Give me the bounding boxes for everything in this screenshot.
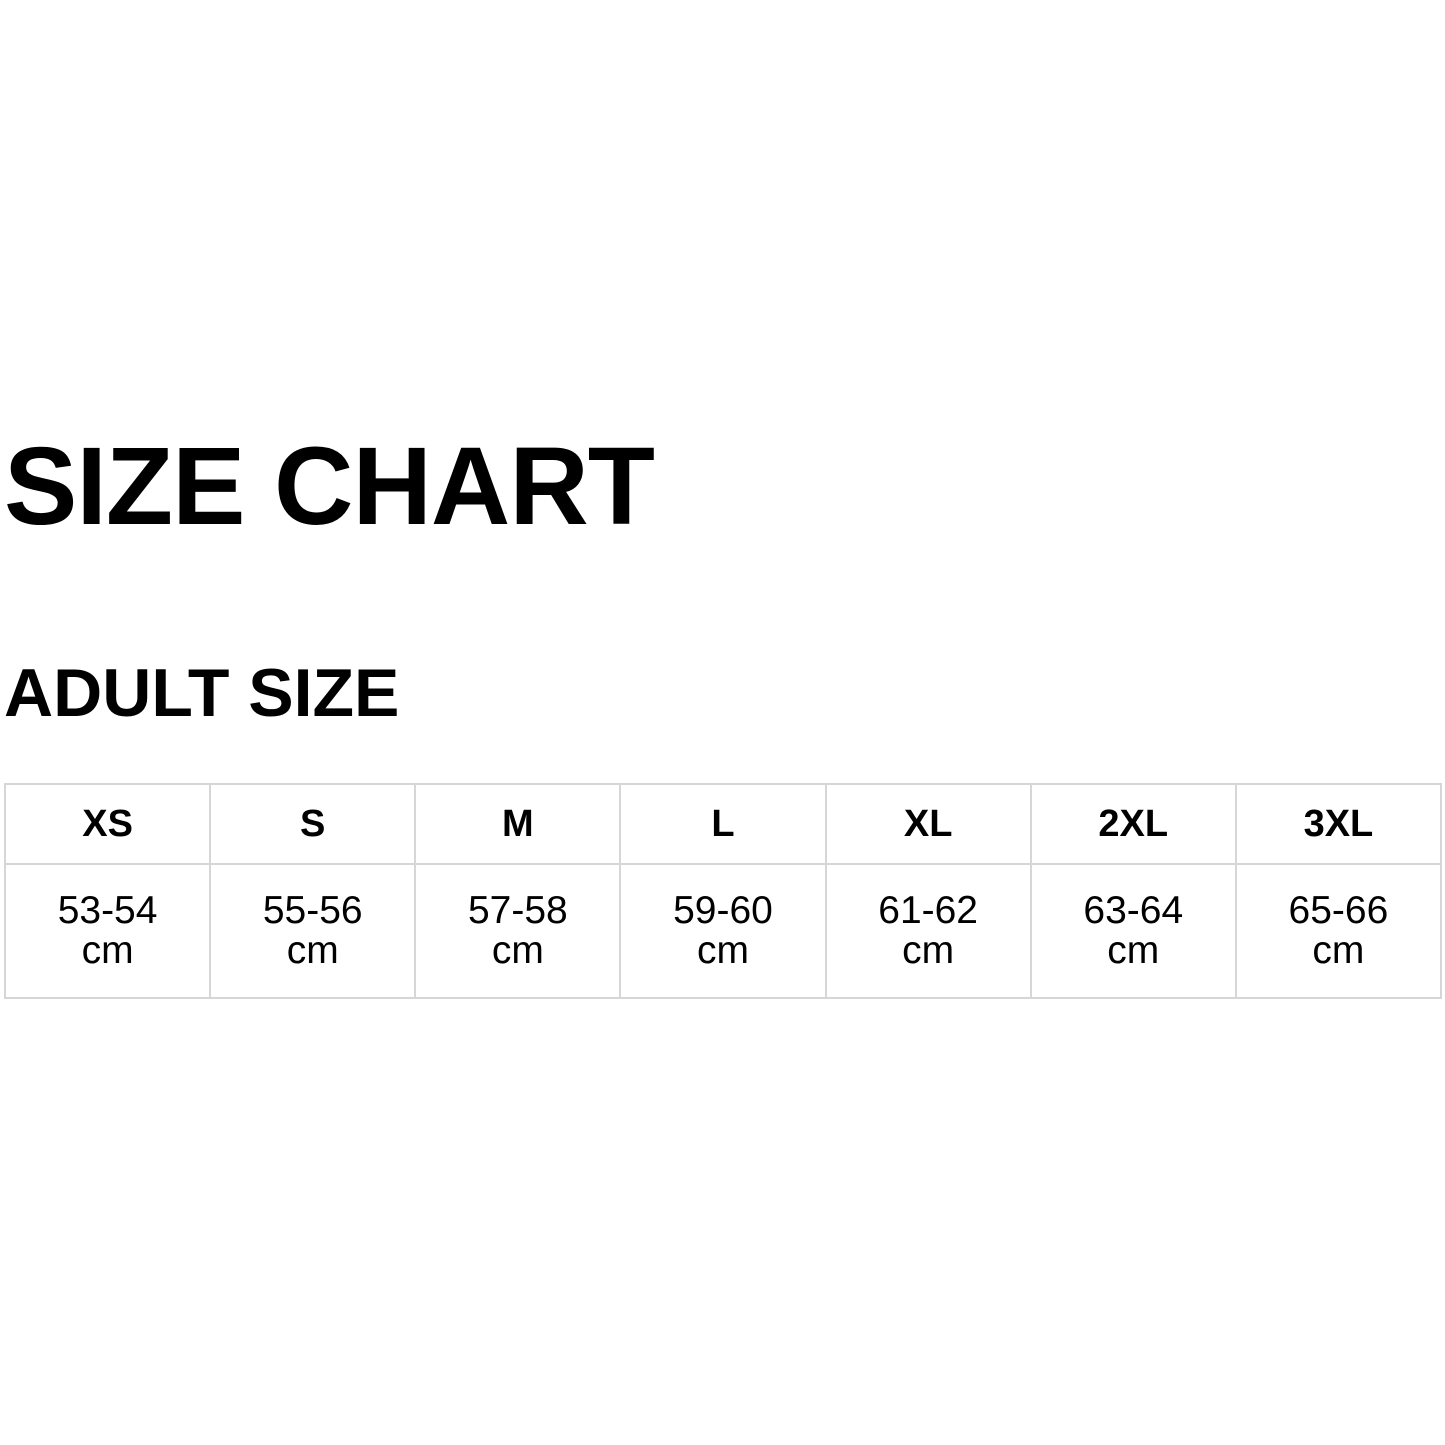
size-range: 57-58 (467, 889, 568, 932)
size-header-xs: XS (3, 783, 212, 865)
header-row: XS S M L XL 2XL 3XL (3, 783, 1443, 865)
size-cell-xs: 53-54 cm (3, 863, 212, 999)
size-range: 61-62 (878, 889, 978, 932)
size-unit: cm (696, 929, 749, 972)
size-range: 59-60 (673, 889, 773, 932)
section-title: ADULT SIZE (4, 655, 400, 731)
size-cell-l: 59-60 cm (619, 863, 827, 999)
table-row: 53-54 cm 55-56 cm 57-58 cm 59-60 cm 61-62 cm 63-64… (3, 863, 1443, 999)
size-header-m: M (414, 783, 622, 865)
size-cell-2xl: 63-64 cm (1029, 863, 1237, 999)
page-title: SIZE CHART (4, 425, 655, 548)
size-unit: cm (1107, 929, 1160, 972)
size-range: 63-64 (1083, 889, 1184, 932)
size-range: 55-56 (262, 889, 363, 932)
size-table: XS S M L XL 2XL 3XL 53-54 cm 55-56 cm 57-58 cm 59-60… (3, 783, 1443, 999)
size-unit: cm (491, 929, 544, 972)
size-range: 65-66 (1288, 889, 1389, 932)
size-cell-s: 55-56 cm (209, 863, 417, 999)
size-cell-xl: 61-62 cm (824, 863, 1032, 999)
size-cell-m: 57-58 cm (414, 863, 622, 999)
size-range: 53-54 (57, 889, 158, 932)
size-header-l: L (619, 783, 827, 865)
size-unit: cm (81, 929, 134, 972)
size-cell-3xl: 65-66 cm (1234, 863, 1443, 999)
size-unit: cm (902, 929, 955, 972)
size-header-3xl: 3XL (1234, 783, 1443, 865)
size-header-s: S (209, 783, 417, 865)
size-header-2xl: 2XL (1029, 783, 1237, 865)
size-unit: cm (1312, 929, 1365, 972)
size-unit: cm (286, 929, 339, 972)
size-header-xl: XL (824, 783, 1032, 865)
